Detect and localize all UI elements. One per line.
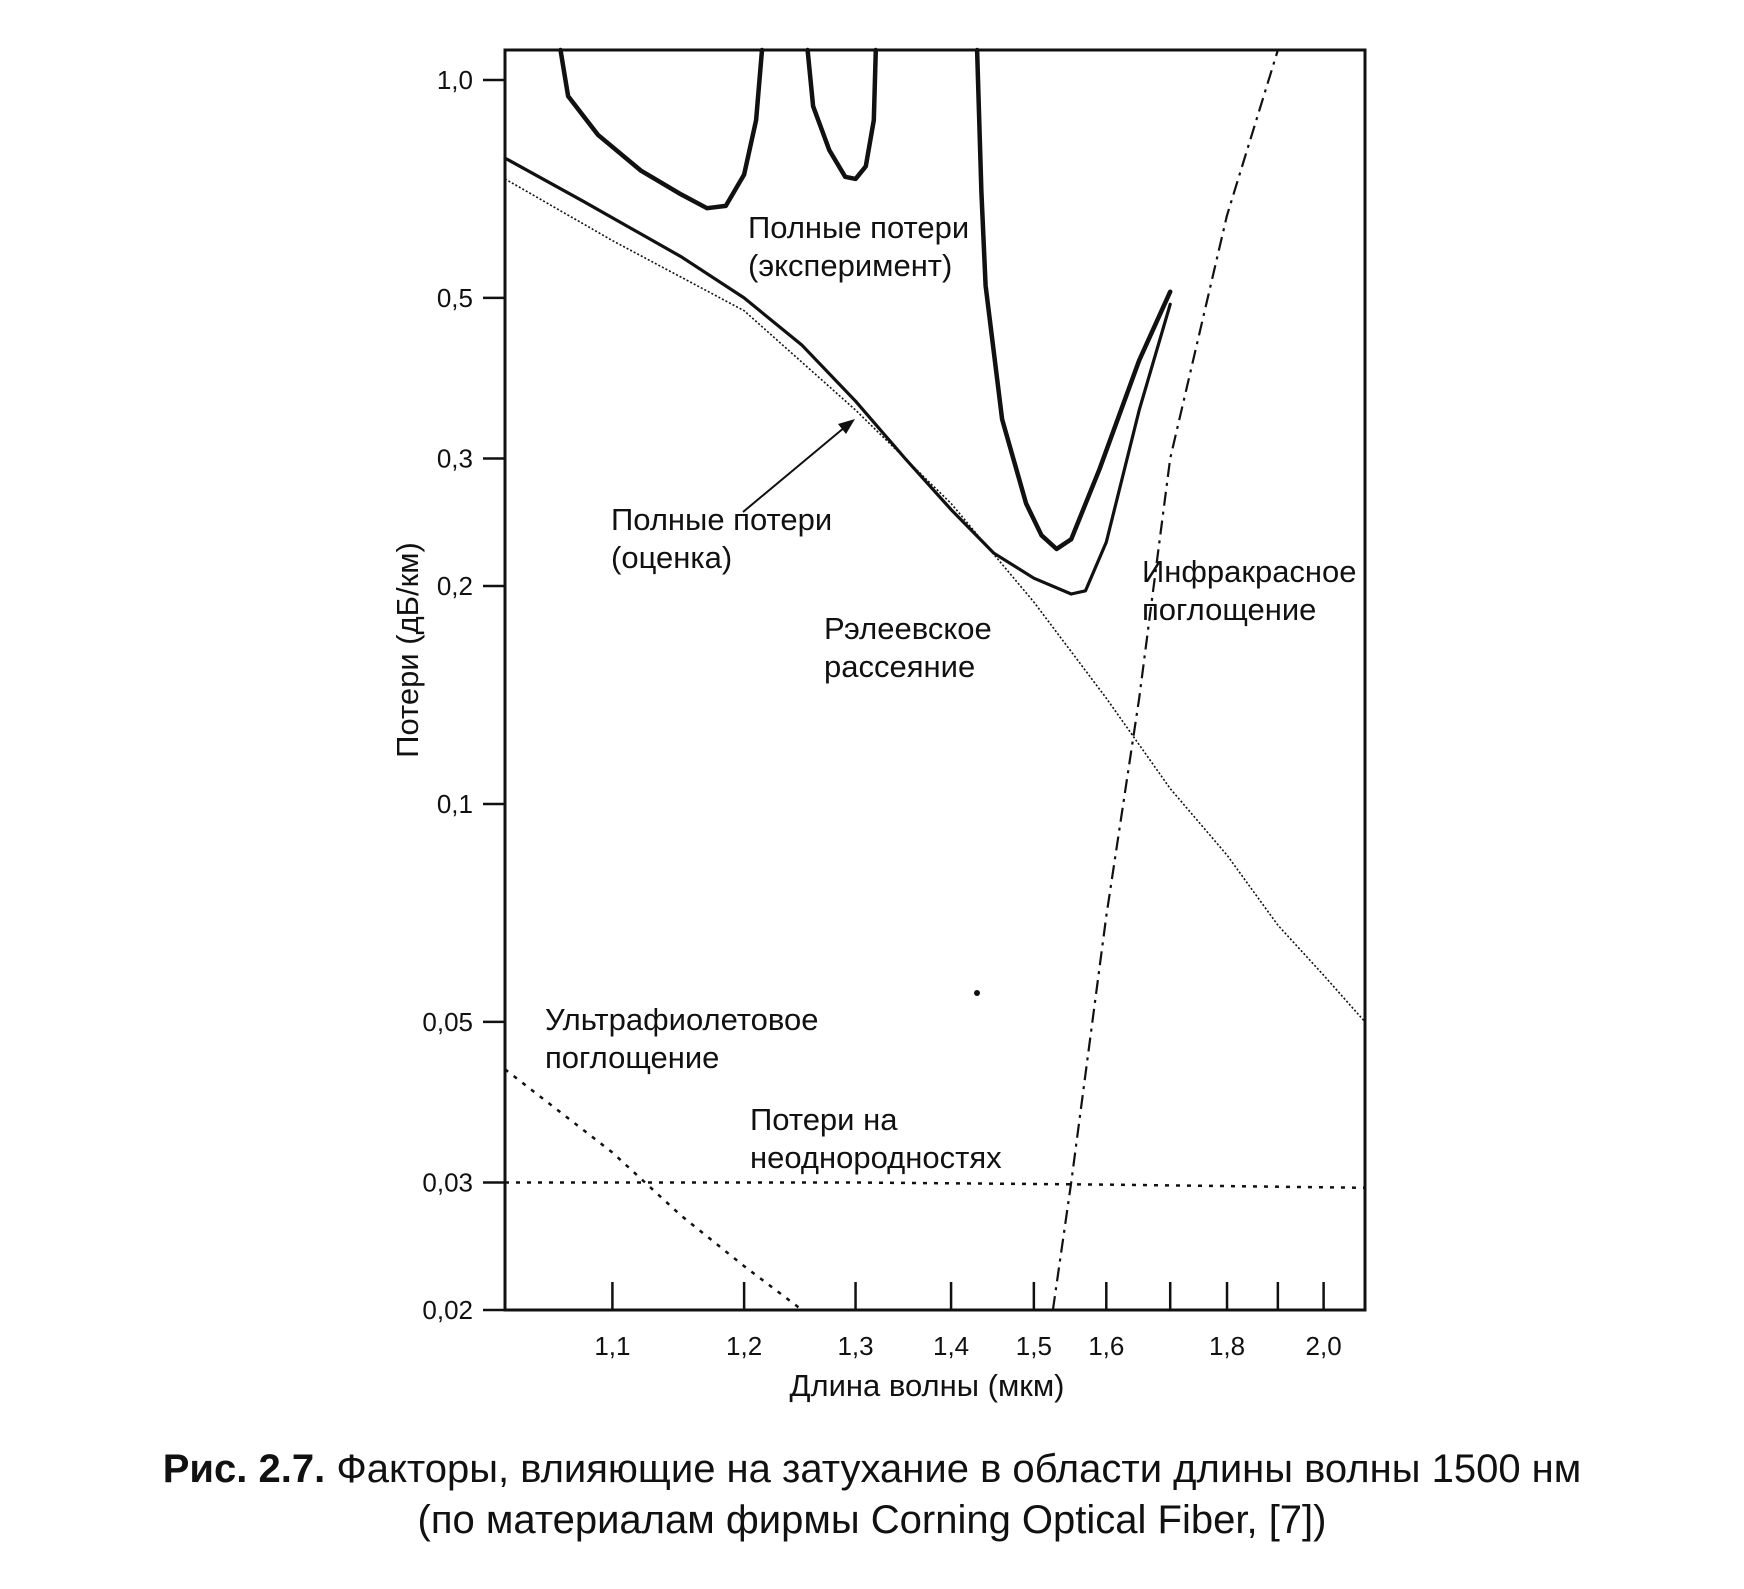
attenuation-chart: 1,0 0,5 0,3 0,2 0,1 0,05 0,03 0,02 1,1 1,2 1,3 1,4… — [390, 47, 1367, 1403]
x-tick-label: 1,3 — [837, 1331, 873, 1361]
annotation-inhomogeneity: неоднородностях — [750, 1140, 1002, 1175]
y-tick-label: 0,03 — [422, 1168, 473, 1198]
figure-caption-cont: (по материалам фирмы Corning Optical Fib… — [0, 1494, 1744, 1546]
y-tick-label: 0,05 — [422, 1007, 473, 1037]
estimate-pointer-arrow — [742, 426, 846, 513]
total-loss-estimated-curve — [503, 156, 1172, 596]
total-loss-measured-curve — [974, 47, 1173, 552]
annotation-infrared: поглощение — [1142, 592, 1316, 627]
annotations: Полные потери(эксперимент)Полные потери(… — [545, 210, 1357, 1175]
x-tick-label: 1,4 — [933, 1331, 969, 1361]
y-tick-label: 0,2 — [437, 571, 473, 601]
x-axis: 1,1 1,2 1,3 1,4 1,5 1,6 1,8 2,0 — [594, 1282, 1342, 1361]
y-axis-title: Потери (дБ/км) — [390, 542, 425, 758]
x-tick-label: 1,8 — [1209, 1331, 1245, 1361]
y-tick-label: 0,5 — [437, 283, 473, 313]
figure-caption: Рис. 2.7. Факторы, влияющие на затухание… — [0, 1443, 1744, 1495]
y-axis: 1,0 0,5 0,3 0,2 0,1 0,05 0,03 0,02 — [422, 65, 505, 1325]
x-axis-title: Длина волны (мкм) — [790, 1368, 1065, 1403]
x-tick-label: 1,1 — [594, 1331, 630, 1361]
infrared-absorption-curve — [1051, 49, 1279, 1311]
estimate-pointer-arrowhead — [838, 419, 855, 434]
total-loss-measured-curve — [558, 47, 765, 211]
series-group — [503, 47, 1366, 1311]
inhomogeneity-loss-curve — [505, 1181, 1366, 1190]
x-tick-label: 1,6 — [1088, 1331, 1124, 1361]
caption-line-2: (по материалам фирмы Corning Optical Fib… — [417, 1498, 1327, 1542]
annotation-ultraviolet: Ультрафиолетовое — [545, 1002, 819, 1037]
annotation-total-measured: (эксперимент) — [748, 248, 952, 283]
annotation-infrared: Инфракрасное — [1142, 554, 1357, 589]
caption-line-1: Факторы, влияющие на затухание в области… — [336, 1447, 1582, 1491]
annotation-total-estimated: Полные потери — [611, 502, 832, 537]
annotation-total-measured: Полные потери — [748, 210, 969, 245]
rayleigh-scattering-curve — [504, 178, 1366, 1023]
y-tick-label: 0,1 — [437, 789, 473, 819]
caption-label: Рис. 2.7. — [162, 1447, 326, 1491]
x-tick-label: 1,5 — [1016, 1331, 1052, 1361]
annotation-inhomogeneity: Потери на — [750, 1102, 898, 1137]
y-tick-label: 0,3 — [437, 444, 473, 474]
plot-frame — [503, 48, 1367, 1312]
stray-dot — [974, 990, 980, 996]
x-tick-label: 1,2 — [726, 1331, 762, 1361]
x-tick-label: 2,0 — [1306, 1331, 1342, 1361]
annotation-ultraviolet: поглощение — [545, 1040, 719, 1075]
ultraviolet-absorption-curve — [504, 1068, 803, 1311]
y-tick-label: 1,0 — [437, 65, 473, 95]
annotation-rayleigh: Рэлеевское — [824, 611, 992, 646]
annotation-rayleigh: рассеяние — [824, 649, 975, 684]
y-tick-label: 0,02 — [422, 1295, 473, 1325]
total-loss-measured-curve — [805, 47, 879, 182]
annotation-total-estimated: (оценка) — [611, 540, 732, 575]
